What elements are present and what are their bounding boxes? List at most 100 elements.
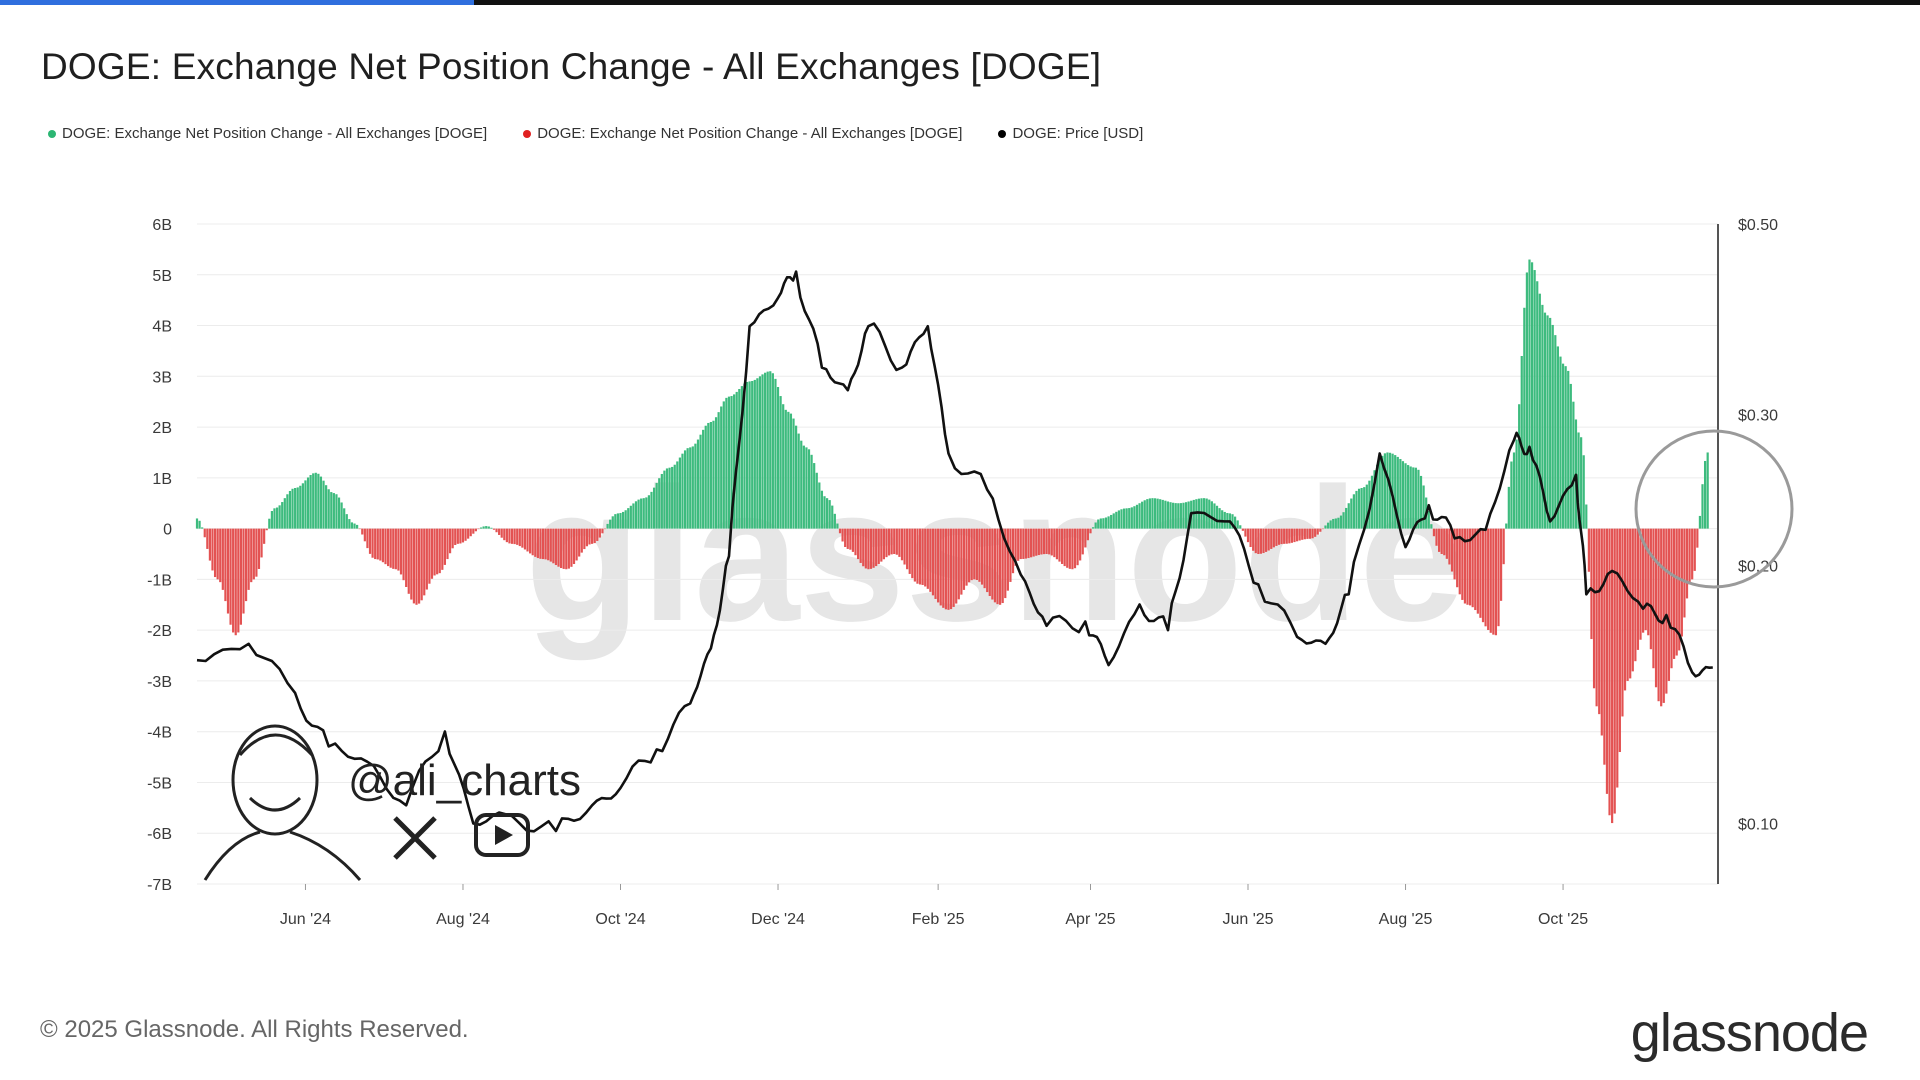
net-position-bar [1549,317,1552,529]
net-position-bar [980,528,984,585]
net-position-bar [304,480,307,529]
net-position-bar [859,528,862,563]
legend-item-price[interactable]: DOGE: Price [USD] [998,125,1143,142]
net-position-bar [386,528,390,567]
net-position-bar [665,468,669,529]
net-position-bar [557,528,560,567]
net-position-bar [629,505,632,529]
net-position-bar [456,528,459,544]
net-position-bar [1590,528,1593,640]
net-position-bar [1373,470,1376,529]
legend-item-outflow[interactable]: DOGE: Exchange Net Position Change - All… [523,125,962,142]
y-left-tick-label: -5B [147,775,172,792]
net-position-bar [970,528,973,581]
net-position-bar [663,470,666,529]
net-position-bar [198,520,201,529]
net-position-bar [1427,510,1430,529]
net-position-bar [1649,528,1652,650]
net-position-bar [627,508,630,529]
net-position-bar [776,387,780,529]
net-position-bar [707,422,710,529]
net-position-bar [833,513,836,529]
net-position-bar [1438,528,1441,552]
net-position-bar [490,527,493,529]
net-position-bar [1432,528,1436,537]
net-position-bar [1174,503,1177,529]
net-position-bar [1621,528,1624,717]
net-position-bar [640,498,643,529]
net-position-bar [1419,475,1423,529]
net-position-bar [1135,504,1139,529]
net-position-bar [813,463,816,529]
net-position-bar [549,528,552,562]
net-position-bar [862,528,865,567]
net-position-bar [1701,484,1704,529]
net-position-bar [678,457,681,529]
portrait-shoulders-icon [203,830,362,881]
net-position-bar [250,528,253,583]
net-position-bar [854,528,857,556]
net-position-bar [1236,520,1239,529]
net-position-bar [1055,528,1059,560]
net-position-bar [1104,517,1108,529]
net-position-bar [1138,503,1141,529]
net-position-bar [900,528,904,561]
net-position-bar [738,389,741,529]
net-position-bar [748,381,751,529]
net-position-bar [1458,528,1461,595]
net-position-bar [441,528,444,570]
net-position-bar [924,528,927,587]
net-position-bar [1332,518,1335,529]
net-position-bar [368,528,372,554]
net-position-bar [696,439,700,529]
net-position-bar [1290,528,1294,543]
net-position-bar [877,528,880,564]
net-position-bar [1443,528,1446,556]
x-tick-label: Oct '25 [1538,911,1588,928]
y-left-tick-label: -7B [147,877,172,894]
net-position-bar [1086,528,1090,541]
legend-label-price: DOGE: Price [USD] [1012,125,1144,142]
net-position-bar [495,528,498,533]
net-position-bar [986,528,989,593]
net-position-bar [792,418,795,529]
net-position-bar [1004,528,1007,599]
net-position-bar [306,477,310,529]
net-position-bar [547,528,550,561]
net-position-bar [1308,528,1312,539]
net-position-bar [1133,506,1136,529]
net-position-bar [1091,527,1095,529]
net-position-bar [1239,525,1242,529]
net-position-bar [1048,528,1051,555]
net-position-bar [647,495,651,529]
net-position-bar [1492,528,1495,635]
net-position-bar [1365,484,1368,529]
net-position-bar [869,528,873,569]
net-position-bar [294,488,297,529]
net-position-bar [761,374,764,529]
net-position-bar [312,473,315,529]
x-logo-icon [393,816,437,860]
net-position-bar [531,528,534,556]
net-position-bar [1001,528,1004,604]
net-position-bar [412,528,416,604]
net-position-bar [1166,501,1170,529]
net-position-bar [1159,499,1162,529]
net-position-bar [1179,503,1182,529]
net-position-bar [1218,508,1221,529]
net-position-bar [516,528,519,545]
net-position-bar [590,528,594,544]
net-position-bar [960,528,963,595]
net-position-bar [467,528,470,539]
net-position-bar [1456,528,1459,588]
net-position-bar [699,434,702,529]
net-position-bar [1306,528,1309,539]
net-position-bar [430,528,434,579]
legend-item-inflow[interactable]: DOGE: Exchange Net Position Change - All… [48,125,487,142]
net-position-bar [795,425,798,529]
net-position-bar [1554,335,1557,529]
net-position-bar [1301,528,1304,540]
net-position-bar [771,373,774,529]
net-position-bar [999,528,1002,605]
youtube-play-icon [495,825,513,845]
